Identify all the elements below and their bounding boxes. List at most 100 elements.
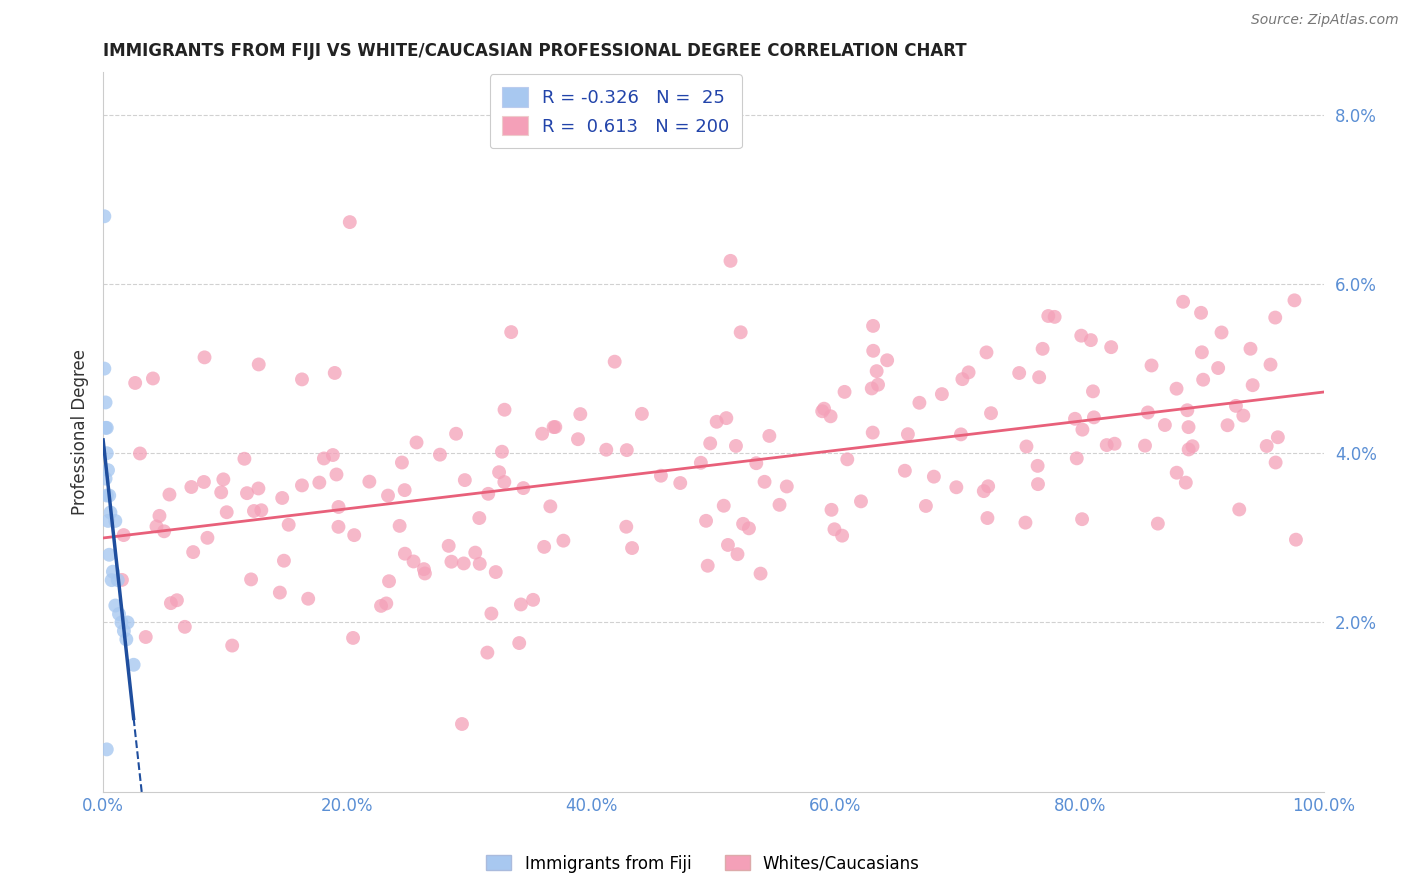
Point bbox=[491, 444, 513, 458]
Point bbox=[706, 415, 728, 429]
Point bbox=[603, 354, 626, 368]
Point bbox=[1080, 333, 1102, 347]
Point bbox=[325, 467, 347, 482]
Point bbox=[129, 446, 152, 460]
Point bbox=[375, 597, 398, 611]
Point bbox=[749, 566, 772, 581]
Point bbox=[533, 540, 555, 554]
Point bbox=[616, 443, 638, 458]
Point bbox=[1071, 423, 1094, 437]
Point bbox=[107, 573, 129, 587]
Point bbox=[247, 358, 270, 372]
Point bbox=[312, 451, 335, 466]
Point bbox=[96, 489, 118, 503]
Point bbox=[117, 615, 139, 630]
Point bbox=[776, 479, 799, 493]
Point bbox=[153, 524, 176, 539]
Point bbox=[148, 508, 170, 523]
Point bbox=[699, 436, 721, 450]
Point bbox=[94, 472, 117, 486]
Point bbox=[291, 372, 314, 386]
Point bbox=[950, 372, 973, 386]
Point bbox=[494, 475, 516, 489]
Point bbox=[1038, 309, 1060, 323]
Point bbox=[180, 480, 202, 494]
Point bbox=[391, 456, 413, 470]
Point bbox=[159, 487, 181, 501]
Point bbox=[837, 452, 859, 467]
Point bbox=[631, 407, 654, 421]
Point bbox=[1136, 405, 1159, 419]
Point bbox=[567, 432, 589, 446]
Point bbox=[494, 402, 516, 417]
Point bbox=[538, 500, 561, 514]
Point bbox=[1177, 420, 1199, 434]
Point bbox=[437, 539, 460, 553]
Point bbox=[724, 439, 747, 453]
Point bbox=[823, 522, 845, 536]
Point bbox=[291, 478, 314, 492]
Point bbox=[359, 475, 381, 489]
Point bbox=[451, 717, 474, 731]
Point bbox=[860, 381, 883, 395]
Point bbox=[758, 429, 780, 443]
Point bbox=[508, 636, 530, 650]
Point bbox=[531, 426, 554, 441]
Point bbox=[215, 505, 238, 519]
Point bbox=[696, 558, 718, 573]
Point bbox=[522, 592, 544, 607]
Point bbox=[1225, 399, 1247, 413]
Point bbox=[509, 598, 531, 612]
Point bbox=[1232, 409, 1254, 423]
Point bbox=[897, 427, 920, 442]
Point bbox=[209, 485, 232, 500]
Point bbox=[1147, 516, 1170, 531]
Point bbox=[370, 599, 392, 613]
Point bbox=[271, 491, 294, 505]
Point bbox=[322, 448, 344, 462]
Point bbox=[650, 468, 672, 483]
Point bbox=[595, 442, 617, 457]
Point bbox=[394, 483, 416, 497]
Point bbox=[402, 554, 425, 568]
Point bbox=[468, 557, 491, 571]
Point bbox=[849, 494, 872, 508]
Point bbox=[976, 345, 998, 359]
Point bbox=[512, 481, 534, 495]
Point bbox=[1174, 475, 1197, 490]
Point bbox=[221, 639, 243, 653]
Point bbox=[831, 528, 853, 542]
Point bbox=[957, 365, 980, 379]
Point bbox=[243, 504, 266, 518]
Point bbox=[477, 646, 499, 660]
Point bbox=[100, 573, 122, 587]
Point bbox=[1043, 310, 1066, 324]
Point bbox=[444, 426, 467, 441]
Point bbox=[727, 547, 749, 561]
Point bbox=[100, 505, 122, 519]
Point bbox=[1099, 340, 1122, 354]
Point bbox=[342, 631, 364, 645]
Point bbox=[240, 573, 263, 587]
Point bbox=[544, 420, 567, 434]
Point bbox=[669, 476, 692, 491]
Point bbox=[440, 555, 463, 569]
Point bbox=[862, 318, 884, 333]
Point bbox=[695, 514, 717, 528]
Point bbox=[1216, 418, 1239, 433]
Point bbox=[97, 514, 120, 528]
Point bbox=[977, 479, 1000, 493]
Point bbox=[1140, 359, 1163, 373]
Point bbox=[488, 465, 510, 479]
Point bbox=[197, 531, 219, 545]
Point bbox=[1028, 370, 1050, 384]
Point bbox=[413, 566, 436, 581]
Legend: Immigrants from Fiji, Whites/Caucasians: Immigrants from Fiji, Whites/Caucasians bbox=[479, 848, 927, 880]
Point bbox=[973, 484, 995, 499]
Point bbox=[976, 511, 998, 525]
Point bbox=[768, 498, 790, 512]
Point bbox=[297, 591, 319, 606]
Point bbox=[1081, 384, 1104, 399]
Point bbox=[1264, 455, 1286, 469]
Point bbox=[328, 520, 350, 534]
